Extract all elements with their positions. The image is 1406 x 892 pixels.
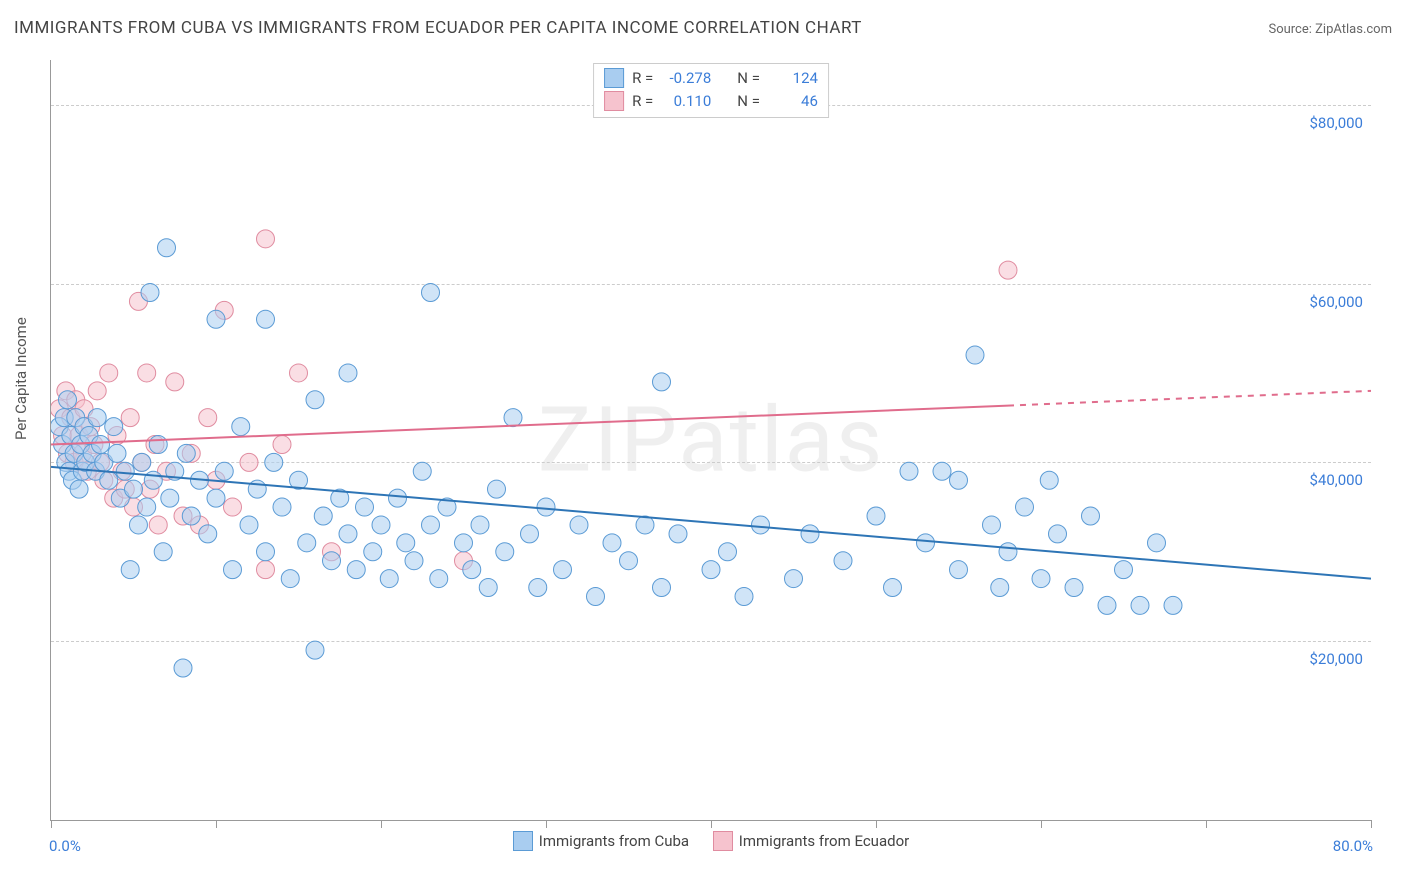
bottom-legend: Immigrants from Cuba Immigrants from Ecu… <box>51 831 1371 855</box>
stats-row-cuba: R = -0.278 N = 124 <box>604 67 818 90</box>
plot-area: ZIPatlas $20,000$40,000$60,000$80,000 R … <box>50 60 1371 821</box>
chart-title: IMMIGRANTS FROM CUBA VS IMMIGRANTS FROM … <box>14 18 862 38</box>
ecuador-swatch <box>713 831 733 851</box>
scatter-chart <box>51 60 1371 820</box>
y-axis-label: Per Capita Income <box>12 317 30 440</box>
cuba-swatch <box>513 831 533 851</box>
legend-ecuador: Immigrants from Ecuador <box>713 831 909 851</box>
stats-row-ecuador: R = 0.110 N = 46 <box>604 90 818 113</box>
stats-box: R = -0.278 N = 124 R = 0.110 N = 46 <box>593 63 829 118</box>
ecuador-swatch <box>604 91 624 111</box>
legend-cuba: Immigrants from Cuba <box>513 831 689 851</box>
source-label: Source: ZipAtlas.com <box>1268 22 1392 37</box>
cuba-swatch <box>604 68 624 88</box>
